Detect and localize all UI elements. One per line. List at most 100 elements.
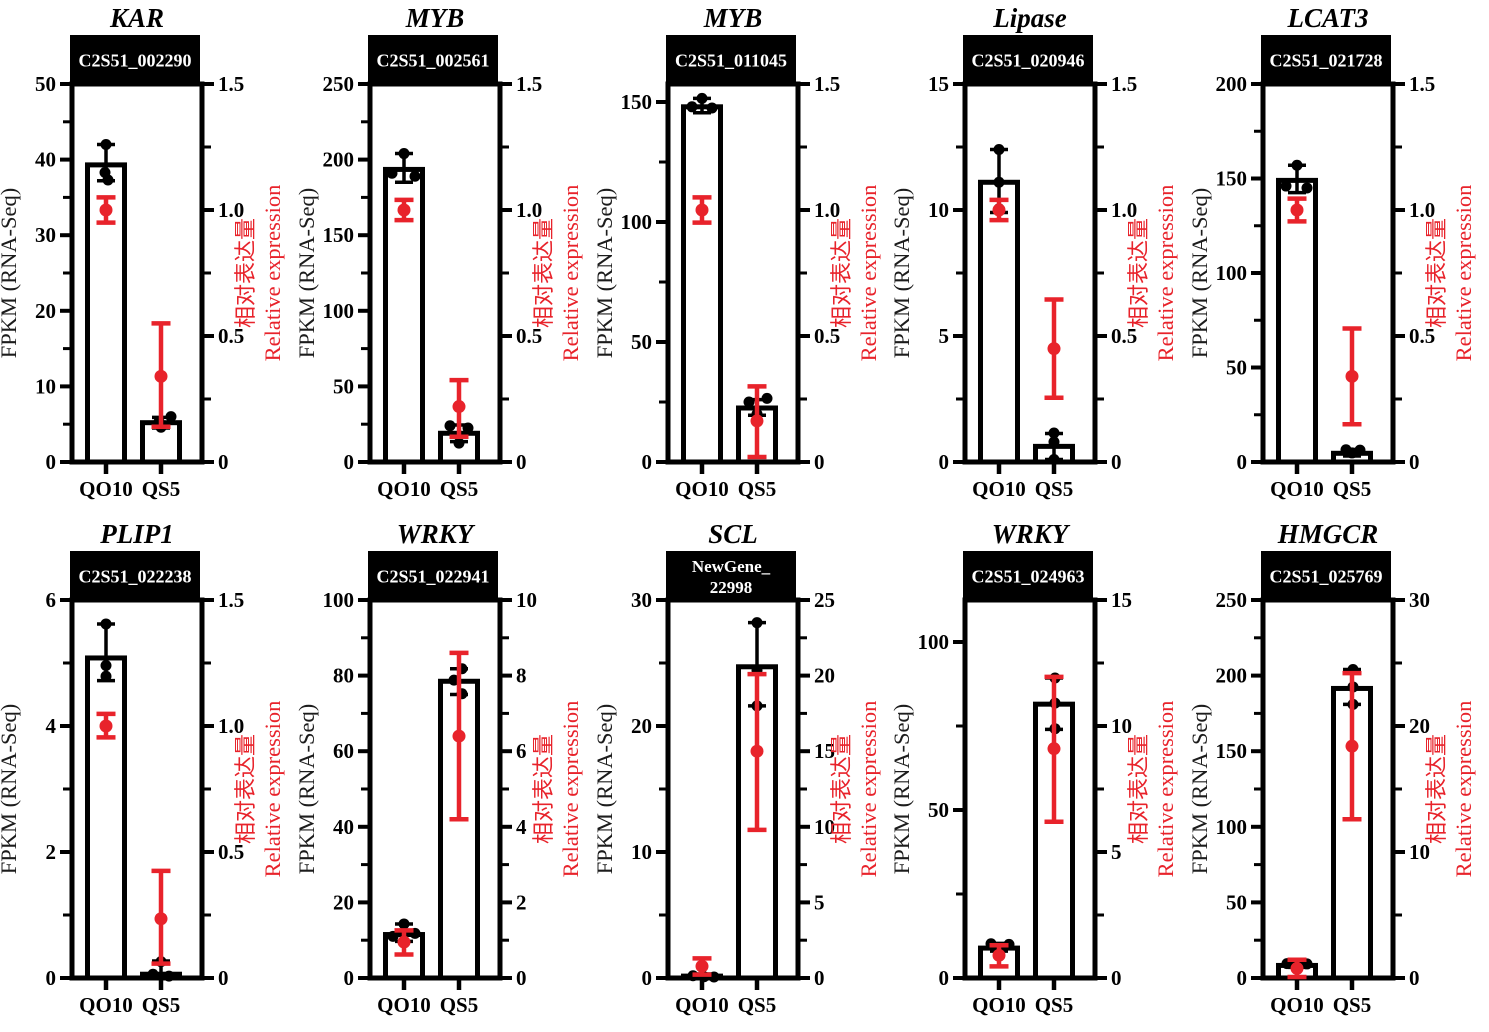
left-axis-label: FPKM (RNA-Seq) xyxy=(298,188,319,359)
relative-expression-point xyxy=(750,744,764,758)
gene-id-box xyxy=(367,35,498,85)
right-axis-label-cn: 相对表达量 xyxy=(829,734,854,844)
left-axis-label: FPKM (RNA-Seq) xyxy=(298,704,319,875)
gene-id-box xyxy=(665,35,796,85)
relative-expression-point xyxy=(695,203,709,217)
right-axis-label-en: Relative expression xyxy=(1451,185,1476,362)
right-tick-label: 1.5 xyxy=(218,72,244,96)
data-point xyxy=(386,167,398,179)
bar-QO10 xyxy=(1276,177,1319,465)
right-tick-label: 10 xyxy=(1111,714,1132,738)
chart-title: WRKY xyxy=(397,519,476,549)
left-tick-label: 0 xyxy=(45,450,56,474)
gene-id: C2S51_021728 xyxy=(1270,51,1383,71)
left-tick-label: 200 xyxy=(322,148,353,172)
right-tick-label: 4 xyxy=(516,815,527,839)
right-tick-label: 0 xyxy=(516,966,527,990)
gene-id: C2S51_011045 xyxy=(675,51,787,71)
x-category-label: QS5 xyxy=(142,993,181,1017)
left-tick-label: 80 xyxy=(333,664,354,688)
left-tick-label: 0 xyxy=(45,966,56,990)
left-tick-label: 100 xyxy=(620,210,651,234)
left-tick-label: 100 xyxy=(322,588,353,612)
data-point xyxy=(751,617,763,629)
left-tick-label: 150 xyxy=(620,90,651,114)
left-tick-label: 0 xyxy=(343,966,354,990)
right-tick-label: 0.5 xyxy=(814,324,840,348)
left-axis-label: FPKM (RNA-Seq) xyxy=(893,188,914,359)
chart-panel-myb-2: 0 50 100 150 200 250 0 0.5 1.0 1.5 QO10 QS5 C2S51_00… xyxy=(298,3,583,501)
right-axis-label-en: Relative expression xyxy=(1153,185,1178,362)
left-tick-label: 40 xyxy=(333,815,354,839)
x-category-label: QS5 xyxy=(737,993,776,1017)
right-tick-label: 8 xyxy=(516,664,527,688)
left-tick-label: 100 xyxy=(918,630,949,654)
chart-title: MYB xyxy=(405,3,464,33)
right-tick-label: 1.5 xyxy=(516,72,542,96)
x-category-label: QS5 xyxy=(1035,477,1074,501)
data-point xyxy=(165,411,177,423)
right-axis-label-en: Relative expression xyxy=(558,185,583,362)
data-point xyxy=(409,170,421,182)
relative-expression-point xyxy=(154,369,168,383)
right-tick-label: 15 xyxy=(814,739,835,763)
chart-title: PLIP1 xyxy=(99,519,173,549)
gene-id: C2S51_002561 xyxy=(376,51,489,71)
right-tick-label: 1.5 xyxy=(1409,72,1435,96)
gene-id-box xyxy=(963,35,1094,85)
data-point xyxy=(706,102,718,114)
left-tick-label: 10 xyxy=(35,374,56,398)
data-point xyxy=(453,437,465,449)
left-tick-label: 50 xyxy=(1226,890,1247,914)
gene-id-box xyxy=(367,551,498,601)
data-point xyxy=(462,422,474,434)
x-category-label: QS5 xyxy=(1333,993,1372,1017)
right-tick-label: 1.0 xyxy=(218,714,244,738)
left-axis-label: FPKM (RNA-Seq) xyxy=(1191,704,1212,875)
x-category-label: QO10 xyxy=(973,477,1027,501)
right-tick-label: 0 xyxy=(1409,966,1419,990)
right-tick-label: 0 xyxy=(814,966,825,990)
data-point xyxy=(100,660,112,672)
gene-id: C2S51_025769 xyxy=(1270,567,1383,587)
x-category-label: QS5 xyxy=(440,477,479,501)
gene-id: NewGene_ xyxy=(691,557,770,576)
data-point xyxy=(1048,453,1060,465)
gene-id-box xyxy=(1261,551,1392,601)
bar-QO10 xyxy=(978,179,1021,465)
right-tick-label: 20 xyxy=(814,664,835,688)
chart-title: KAR xyxy=(109,3,164,33)
left-axis-label: FPKM (RNA-Seq) xyxy=(0,704,21,875)
right-axis-label-cn: 相对表达量 xyxy=(1126,218,1151,328)
gene-id-box xyxy=(963,551,1094,601)
chart-title: LCAT3 xyxy=(1287,3,1369,33)
x-category-label: QS5 xyxy=(440,993,479,1017)
left-tick-label: 0 xyxy=(641,966,652,990)
data-point xyxy=(1048,436,1060,448)
relative-expression-point xyxy=(1047,742,1061,756)
x-category-label: QS5 xyxy=(142,477,181,501)
gene-id: C2S51_022941 xyxy=(376,567,489,587)
right-tick-label: 0.5 xyxy=(516,324,542,348)
right-tick-label: 0.5 xyxy=(1409,324,1435,348)
data-point xyxy=(993,144,1005,156)
plot-frame xyxy=(69,597,205,981)
gene-id: 22998 xyxy=(709,578,751,597)
right-tick-label: 0 xyxy=(1111,966,1121,990)
gene-id: C2S51_024963 xyxy=(972,567,1085,587)
left-tick-label: 60 xyxy=(333,739,354,763)
right-tick-label: 5 xyxy=(1111,840,1121,864)
left-axis-label: FPKM (RNA-Seq) xyxy=(0,188,21,359)
data-point xyxy=(686,101,698,113)
plot-frame xyxy=(962,597,1098,981)
data-point xyxy=(163,970,175,982)
left-axis-label: FPKM (RNA-Seq) xyxy=(1191,188,1212,359)
data-point xyxy=(1346,447,1358,459)
right-tick-label: 1.5 xyxy=(1111,72,1137,96)
right-tick-label: 1.0 xyxy=(814,198,840,222)
relative-expression-point xyxy=(452,729,466,743)
data-point xyxy=(761,392,773,404)
left-tick-label: 20 xyxy=(631,714,652,738)
left-tick-label: 50 xyxy=(35,72,56,96)
left-tick-label: 50 xyxy=(1226,355,1247,379)
